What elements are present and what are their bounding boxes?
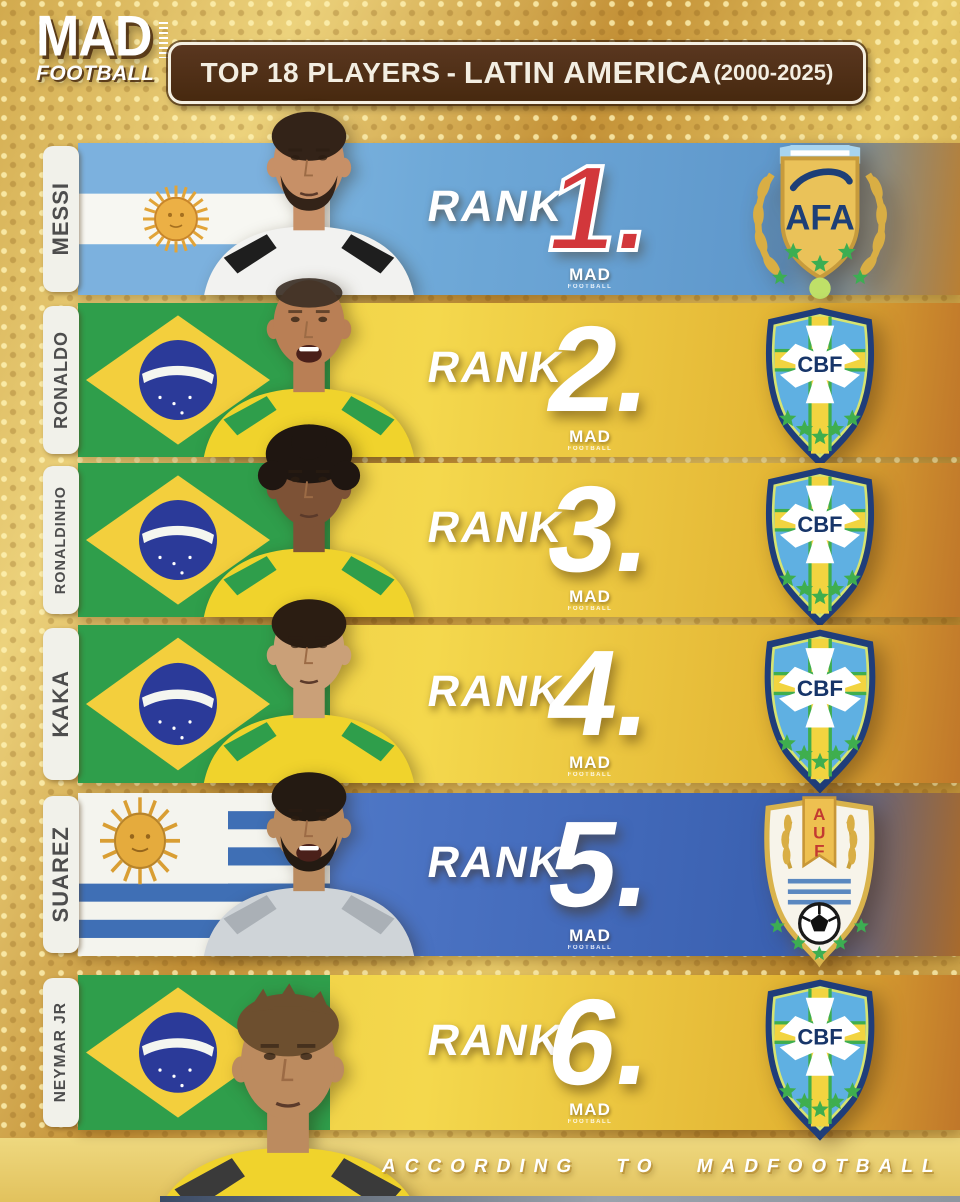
title-years: (2000-2025) (713, 60, 834, 85)
footer-band (0, 1138, 960, 1202)
player-name-tab: MESSI (43, 146, 79, 292)
rank-number: 1. (536, 138, 666, 278)
row-background: RANK 5. MAD FOOTBALL A U F (78, 772, 960, 968)
player-row: RANK 5. MAD FOOTBALL A U F SUAREZ (0, 772, 960, 968)
title-dash: - (446, 57, 456, 88)
svg-text:U: U (813, 823, 825, 842)
player-name: MESSI (48, 182, 73, 256)
cbf-crest: CBF (730, 465, 910, 633)
player-name-tab: SUAREZ (43, 796, 79, 953)
row-background: RANK 3. MAD FOOTBALL CBF (78, 424, 960, 628)
player-name-tab: KAKA (43, 628, 79, 780)
rank-label: RANK (423, 837, 568, 887)
auf-crest: A U F (730, 795, 910, 972)
row-background: RANK 1. MAD FOOTBALL AFA (78, 111, 960, 299)
svg-text:CBF: CBF (797, 352, 842, 377)
row-background: RANK 6. MAD FOOTBALL CBF (78, 973, 960, 1202)
row-background: RANK 4. MAD FOOTBALL CBF (78, 599, 960, 794)
rank-label: RANK (423, 182, 568, 231)
row-background: RANK 2. MAD FOOTBALL CBF (78, 278, 960, 468)
player-name: RONALDO (50, 331, 71, 429)
brazil-flag (78, 463, 330, 617)
cbf-crest: CBF (730, 305, 910, 473)
svg-text:CBF: CBF (797, 676, 843, 701)
brazil-flag (78, 303, 330, 457)
cbf-crest: CBF (730, 977, 910, 1146)
rank-number: 6. (538, 973, 664, 1110)
player-name: KAKA (48, 670, 73, 738)
logo-text-mad: MAD (36, 5, 152, 69)
rank-number: 4. (538, 625, 664, 762)
bottom-strip (160, 1196, 960, 1202)
logo-text-football: FOOTBALL (36, 61, 155, 85)
madfootball-mini-logo: MAD FOOTBALL (567, 427, 613, 452)
svg-text:CBF: CBF (797, 512, 842, 537)
madfootball-mini-logo: MAD FOOTBALL (567, 1100, 613, 1125)
svg-text:A: A (813, 805, 825, 824)
rank-number: 2. (538, 301, 664, 438)
uruguay-flag (78, 793, 330, 956)
rank-label: RANK (423, 1015, 568, 1065)
rank-number: 3. (538, 461, 664, 598)
player-row: RANK 6. MAD FOOTBALL CBF NEYMAR JR (0, 973, 960, 1202)
brazil-flag (78, 625, 330, 783)
player-row: RANK 1. MAD FOOTBALL AFA MESSI (0, 111, 960, 299)
madfootball-mini-logo: MAD FOOTBALL (567, 265, 613, 290)
player-name: RONALDINHO (53, 485, 69, 595)
player-name-tab: RONALDINHO (43, 466, 79, 614)
barcode-icon (159, 22, 169, 58)
rank-label: RANK (423, 343, 568, 392)
cbf-crest: CBF (730, 627, 910, 799)
svg-text:AFA: AFA (785, 198, 855, 237)
player-name-tab: RONALDO (43, 306, 79, 454)
title-bold: LATIN AMERICA (463, 55, 712, 90)
rank-label: RANK (423, 503, 568, 552)
rank-number: 5. (538, 795, 664, 932)
madfootball-logo: MAD FOOTBALL (36, 5, 169, 85)
player-name-tab: NEYMAR JR (43, 978, 79, 1127)
player-name: NEYMAR JR (52, 1002, 69, 1103)
player-name: SUAREZ (48, 826, 73, 923)
player-row: RANK 3. MAD FOOTBALL CBF RONALDINHO (0, 424, 960, 628)
player-row: RANK 4. MAD FOOTBALL CBF KAKA (0, 599, 960, 794)
svg-text:F: F (814, 842, 824, 861)
brazil-flag (78, 975, 330, 1130)
title-left: TOP 18 PLAYERS (200, 57, 441, 88)
afa-crest: AFA (730, 145, 910, 311)
madfootball-mini-logo: MAD FOOTBALL (567, 926, 613, 951)
argentina-flag (78, 143, 330, 295)
madfootball-mini-logo: MAD FOOTBALL (567, 753, 613, 778)
player-row: RANK 2. MAD FOOTBALL CBF RONALDO (0, 278, 960, 468)
madfootball-mini-logo: MAD FOOTBALL (567, 587, 613, 612)
rank-label: RANK (423, 667, 568, 716)
svg-text:CBF: CBF (797, 1025, 842, 1050)
footer-credit: ACCORDING TO MADFOOTBALL (379, 1156, 944, 1177)
page-title: TOP 18 PLAYERS - LATIN AMERICA (2000-202… (168, 42, 866, 104)
